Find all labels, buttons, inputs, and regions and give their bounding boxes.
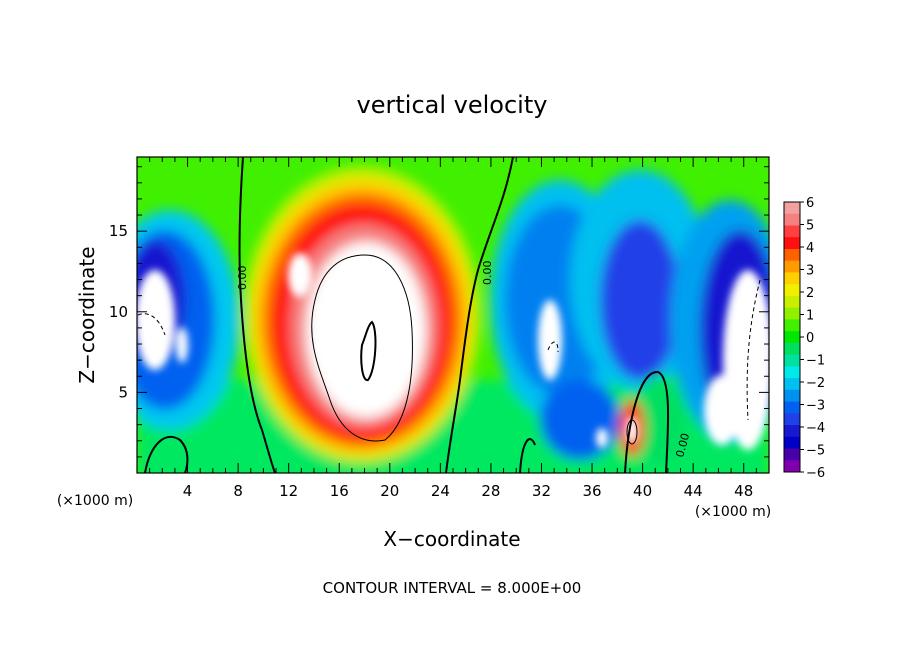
x-tick-label: 48 [734, 482, 753, 500]
colorbar-tick-label: −1 [806, 354, 825, 369]
colorbar-swatch [784, 307, 800, 320]
x-tick-label: 8 [233, 482, 243, 500]
x-tick-label: 44 [684, 482, 703, 500]
colorbar-swatch [784, 248, 800, 262]
colorbar-swatch [784, 436, 800, 450]
colorbar-tick-label: 0 [806, 331, 814, 346]
colorbar-tick-labels: 6 5 4 3 2 1 0 −1 −2 −3 −4 −5 −6 [806, 196, 825, 481]
x-tick-label: 32 [532, 482, 551, 500]
colorbar-swatch [784, 319, 800, 332]
colorbar-swatch [784, 284, 800, 297]
colorbar-swatch [784, 295, 800, 309]
colorbar-swatch [784, 366, 800, 379]
colorbar-tick-label: 5 [806, 219, 814, 234]
y-axis-label: Z−coordinate [75, 246, 99, 383]
y-tick-label: 5 [118, 383, 128, 401]
colorbar-swatch [784, 342, 800, 356]
x-tick-label: 24 [431, 482, 450, 500]
y-tick-label: 15 [109, 222, 128, 240]
field-blobs [137, 167, 769, 473]
x-tick-label: 28 [481, 482, 500, 500]
x-tick-label: 12 [279, 482, 298, 500]
chart-title: vertical velocity [357, 91, 548, 119]
colorbar-tick-label: −5 [806, 444, 825, 459]
colorbar-tick-label: 1 [806, 309, 814, 324]
colorbar-tick-label: 3 [806, 264, 814, 279]
colorbar-swatch [784, 448, 800, 461]
colorbar-swatch [784, 260, 800, 273]
x-unit-label: (×1000 m) [695, 504, 771, 520]
colorbar-swatch [784, 237, 800, 250]
contour-label: 0.00 [236, 266, 249, 291]
contour-label: 0.00 [673, 432, 692, 459]
colorbar-swatch [784, 225, 800, 238]
x-axis-label: X−coordinate [383, 527, 520, 551]
contour-label: 0.00 [481, 261, 494, 286]
velocity-field [137, 157, 769, 473]
colorbar [783, 201, 804, 473]
axis-ticks [137, 157, 769, 473]
colorbar-swatch [784, 378, 800, 391]
x-tick-label: 36 [582, 482, 601, 500]
colorbar-tick-label: 2 [806, 286, 814, 301]
colorbar-swatch [784, 272, 800, 285]
colorbar-swatch [784, 413, 800, 426]
colorbar-swatch [784, 354, 800, 367]
colorbar-tick-label: −3 [806, 399, 825, 414]
colorbar-swatch [784, 389, 800, 403]
colorbar-swatch [784, 460, 800, 473]
colorbar-tick-label: −2 [806, 376, 825, 391]
colorbar-tick-label: 6 [806, 196, 814, 211]
colorbar-tick-label: −4 [806, 421, 825, 436]
colorbar-swatch [784, 401, 800, 414]
colorbar-tick-label: 4 [806, 241, 814, 256]
colorbar-tick-label: −6 [806, 466, 825, 481]
x-tick-label: 4 [183, 482, 193, 500]
y-tick-label: 10 [109, 303, 128, 321]
x-tick-label: 20 [380, 482, 399, 500]
contour-interval-note: CONTOUR INTERVAL = 8.000E+00 [323, 579, 582, 597]
colorbar-swatch [784, 213, 800, 226]
contour-lines [137, 157, 761, 473]
y-unit-label: (×1000 m) [57, 493, 133, 509]
colorbar-swatch [784, 202, 800, 215]
colorbar-swatch [784, 331, 800, 344]
x-tick-label: 16 [330, 482, 349, 500]
colorbar-swatch [784, 425, 800, 438]
x-tick-label: 40 [633, 482, 652, 500]
contour-labels: 0.00 0.00 0.00 [236, 261, 692, 459]
